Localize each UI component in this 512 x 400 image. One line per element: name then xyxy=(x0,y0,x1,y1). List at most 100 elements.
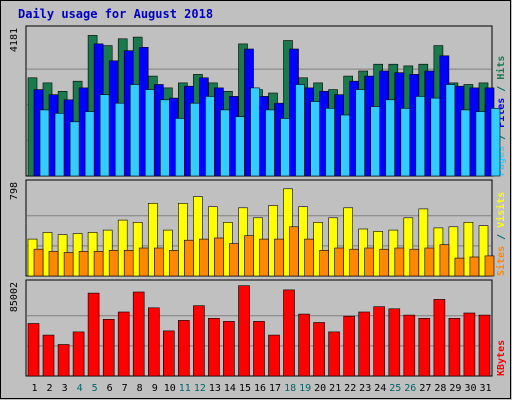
bar-visits-day-22 xyxy=(343,207,354,277)
bar-kbytes-day-14 xyxy=(223,321,235,377)
x-tick-day-24: 24 xyxy=(374,383,386,394)
bar-sites-day-15 xyxy=(244,235,254,277)
bar-sites-day-20 xyxy=(319,250,329,277)
bar-sites-day-28 xyxy=(439,244,450,277)
legend-entry: Hits xyxy=(495,56,507,80)
bar-pages-day-21 xyxy=(340,114,350,177)
legend-entry: / xyxy=(496,128,507,146)
bar-sites-day-8 xyxy=(138,247,149,277)
bar-kbytes-day-4 xyxy=(72,331,85,377)
bar-visits-day-30 xyxy=(463,222,474,277)
bar-pages-day-17 xyxy=(280,118,290,177)
bar-pages-day-8 xyxy=(144,89,155,177)
x-tick-day-29: 29 xyxy=(449,383,461,394)
bar-pages-day-26 xyxy=(415,96,426,177)
bar-sites-day-12 xyxy=(199,238,209,277)
panel-visits-sites: 798 Sites / Visits xyxy=(9,179,507,277)
bar-pages-day-5 xyxy=(99,94,110,177)
day-labels: 1 2 3 4 5 6 7 8 9 10 11 12 13 14 15 16 17 18 19 20 21 22 23 24 2… xyxy=(31,383,491,394)
panel-kbytes: 85002 KBytes xyxy=(9,279,507,377)
bar-kbytes-day-5 xyxy=(87,292,100,377)
bar-pages-day-31 xyxy=(490,108,501,177)
x-tick-day-18: 18 xyxy=(284,383,296,394)
bar-sites-day-29 xyxy=(454,257,465,277)
bar-sites-day-1 xyxy=(33,248,44,277)
bar-kbytes-day-16 xyxy=(253,321,265,377)
legend: KBytes xyxy=(496,340,507,376)
x-tick-day-14: 14 xyxy=(224,383,236,394)
bar-sites-day-26 xyxy=(409,248,420,277)
bar-pages-day-30 xyxy=(475,111,486,177)
bar-sites-day-9 xyxy=(154,247,164,277)
bar-sites-day-24 xyxy=(379,248,390,277)
bar-visits-day-21 xyxy=(328,217,338,277)
x-tick-day-6: 6 xyxy=(107,383,113,394)
bar-sites-day-23 xyxy=(364,247,375,277)
bar-pages-day-11 xyxy=(190,102,200,177)
bar-sites-day-13 xyxy=(214,237,224,277)
bar-pages-day-14 xyxy=(235,116,245,177)
x-tick-day-28: 28 xyxy=(434,383,446,394)
bar-sites-day-27 xyxy=(424,247,435,277)
x-tick-day-22: 22 xyxy=(344,383,356,394)
bar-pages-day-2 xyxy=(54,113,65,177)
x-tick-day-4: 4 xyxy=(77,383,83,394)
bar-kbytes-day-10 xyxy=(163,330,175,377)
bar-kbytes-day-2 xyxy=(42,334,55,377)
y-max-label: 85002 xyxy=(9,282,20,312)
x-tick-day-16: 16 xyxy=(254,383,266,394)
bar-pages-day-19 xyxy=(310,101,320,177)
bar-pages-day-15 xyxy=(250,87,260,177)
bar-pages-day-1 xyxy=(39,109,50,177)
chart-title: Daily usage for August 2018 xyxy=(18,7,213,21)
bar-sites-day-16 xyxy=(259,238,269,277)
bar-visits-day-12 xyxy=(193,196,203,277)
bar-sites-day-10 xyxy=(169,250,179,277)
x-tick-day-19: 19 xyxy=(299,383,311,394)
bar-kbytes-day-8 xyxy=(132,291,145,377)
bar-kbytes-day-13 xyxy=(208,317,220,377)
x-tick-day-3: 3 xyxy=(62,383,68,394)
bar-sites-day-7 xyxy=(123,250,134,277)
series-sites xyxy=(33,226,495,277)
bar-kbytes-day-23 xyxy=(358,311,371,377)
bar-pages-day-22 xyxy=(355,89,366,177)
bar-kbytes-day-11 xyxy=(178,320,190,377)
bar-kbytes-day-18 xyxy=(283,289,295,377)
bar-pages-day-4 xyxy=(84,111,95,177)
bar-kbytes-day-21 xyxy=(328,331,340,377)
bar-sites-day-14 xyxy=(229,243,239,277)
bar-kbytes-day-30 xyxy=(463,312,476,377)
x-tick-day-12: 12 xyxy=(194,383,206,394)
bar-pages-day-16 xyxy=(265,109,275,177)
x-tick-day-26: 26 xyxy=(404,383,416,394)
x-tick-day-27: 27 xyxy=(419,383,431,394)
bar-visits-day-11 xyxy=(178,203,188,277)
x-tick-day-2: 2 xyxy=(46,383,52,394)
x-tick-day-9: 9 xyxy=(152,383,158,394)
x-tick-day-23: 23 xyxy=(359,383,371,394)
bar-pages-day-25 xyxy=(400,108,411,177)
bar-sites-day-21 xyxy=(334,247,344,277)
bar-sites-day-11 xyxy=(184,239,194,277)
bar-pages-day-28 xyxy=(445,84,456,177)
bar-pages-day-9 xyxy=(160,99,170,177)
bar-pages-day-18 xyxy=(295,84,305,177)
bar-sites-day-31 xyxy=(484,255,495,277)
y-max-label: 4181 xyxy=(9,28,20,52)
bar-sites-day-19 xyxy=(304,238,314,277)
bar-visits-day-7 xyxy=(117,219,128,277)
x-tick-day-21: 21 xyxy=(329,383,341,394)
x-tick-day-1: 1 xyxy=(31,383,37,394)
x-tick-day-10: 10 xyxy=(164,383,176,394)
bar-kbytes-day-25 xyxy=(388,308,401,377)
bar-pages-day-20 xyxy=(325,108,335,177)
bar-pages-day-24 xyxy=(385,99,396,177)
x-tick-day-11: 11 xyxy=(179,383,191,394)
bar-pages-day-23 xyxy=(370,106,381,177)
bar-kbytes-day-22 xyxy=(343,315,356,377)
bar-pages-day-7 xyxy=(129,84,140,177)
bar-kbytes-day-27 xyxy=(418,317,431,377)
